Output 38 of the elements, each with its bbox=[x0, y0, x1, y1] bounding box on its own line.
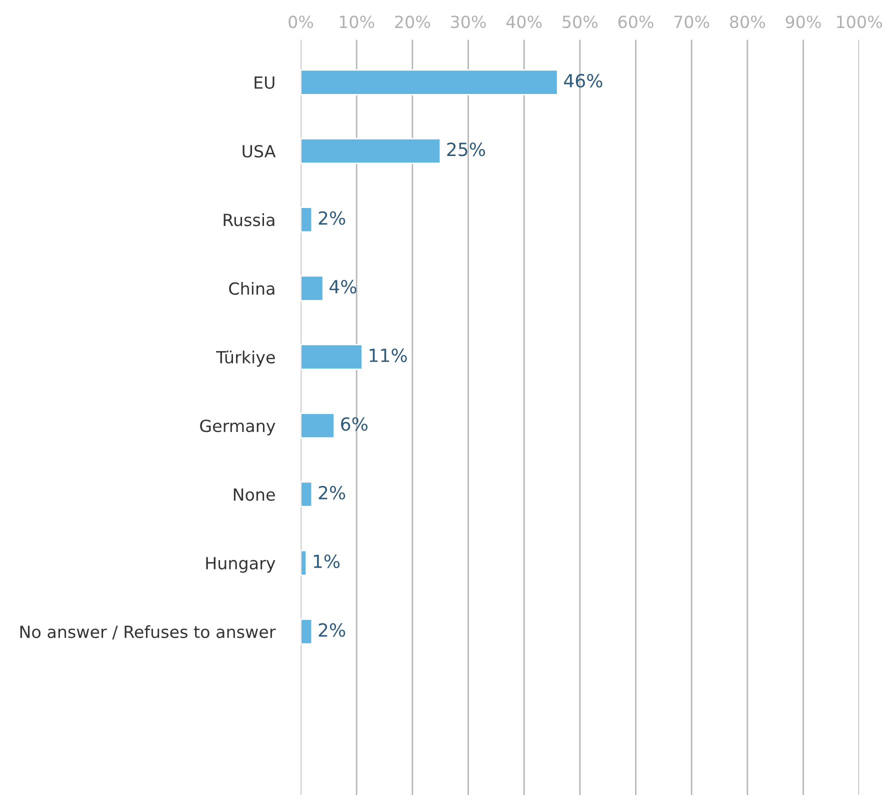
x-tick-label: 30% bbox=[451, 16, 486, 28]
bar bbox=[300, 69, 558, 96]
x-tick-label: 80% bbox=[730, 16, 766, 28]
bar bbox=[300, 138, 442, 164]
bar bbox=[300, 344, 363, 370]
x-tick-label: 20% bbox=[395, 16, 430, 28]
x-tick-label: 0% bbox=[288, 16, 314, 28]
data-label: 2% bbox=[318, 623, 346, 637]
y-tick-label: Russia bbox=[224, 213, 274, 226]
data-label: 11% bbox=[370, 348, 407, 362]
data-label: 4% bbox=[330, 280, 356, 294]
bar bbox=[300, 481, 313, 508]
y-tick-label: Germany bbox=[200, 420, 276, 436]
x-tick-label: 40% bbox=[506, 16, 542, 28]
y-tick-label: Türkiye bbox=[216, 350, 275, 367]
y-tick-label: EU bbox=[254, 76, 274, 89]
y-tick-label: USA bbox=[242, 144, 276, 158]
bar bbox=[300, 206, 313, 233]
x-tick-label: 90% bbox=[786, 16, 821, 28]
data-label: 1% bbox=[314, 554, 340, 568]
data-label: 25% bbox=[447, 142, 486, 156]
bar bbox=[300, 550, 308, 576]
y-tick-label: None bbox=[234, 488, 275, 501]
y-tick-label: Hungary bbox=[206, 557, 276, 573]
x-tick-label: 50% bbox=[562, 16, 598, 28]
bar bbox=[300, 412, 335, 439]
bar bbox=[300, 275, 324, 302]
data-label: 2% bbox=[318, 211, 346, 225]
x-tick-label: 70% bbox=[674, 16, 710, 28]
x-tick-label: 100% bbox=[837, 16, 882, 28]
data-label: 6% bbox=[341, 417, 368, 431]
y-tick-label: No answer / Refuses to answer bbox=[20, 625, 276, 640]
bar bbox=[300, 618, 313, 645]
y-tick-label: China bbox=[229, 282, 274, 295]
data-label: 2% bbox=[318, 486, 346, 500]
x-tick-label: 60% bbox=[618, 16, 654, 28]
data-label: 46% bbox=[564, 74, 602, 88]
x-tick-label: 10% bbox=[340, 16, 374, 28]
